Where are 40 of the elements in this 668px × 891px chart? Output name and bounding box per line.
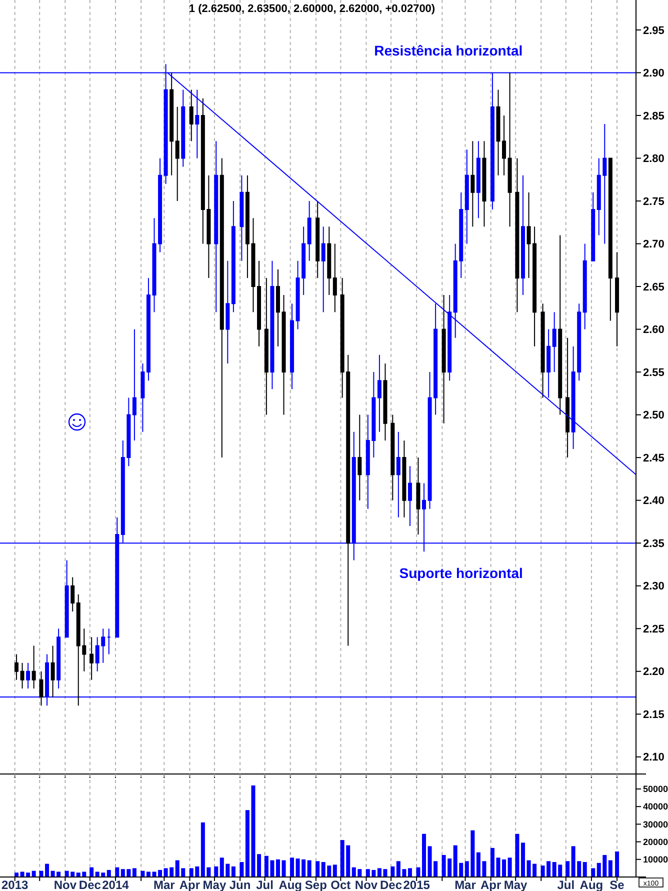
x-tick-label: Nov (354, 878, 378, 891)
y-tick-label: 2.70 (643, 238, 664, 251)
y-tick-label: 40000 (643, 802, 668, 812)
y-tick-label: 10000 (643, 854, 668, 865)
x-tick-label: Dec (78, 878, 102, 891)
y-tick-label: 2.80 (643, 153, 664, 166)
y-tick-label: 50000 (643, 784, 668, 794)
x-tick-label: Mar (454, 878, 476, 891)
y-tick-label: 2.75 (643, 196, 664, 208)
y-tick-label: 2.85 (643, 110, 664, 122)
x-tick-label: Jul (557, 878, 575, 891)
x-tick-label: 2014 (102, 878, 130, 891)
y-tick-label: 2.60 (643, 324, 664, 336)
x-tick-label: Oct (330, 878, 351, 891)
x-tick-label: Jun (229, 878, 251, 891)
x-tick-label: Dec (380, 878, 402, 891)
ref-line-label: Resistência horizontal (374, 42, 523, 59)
y-tick-label: 2.35 (643, 538, 664, 550)
x-tick-label: Jul (256, 878, 274, 891)
x-tick-label: 2015 (403, 878, 430, 891)
y-tick-label: 2.30 (643, 580, 664, 593)
y-tick-label: 2.40 (643, 495, 664, 508)
x-tick-label: 2013 (1, 878, 29, 891)
chart-title: 1 (2.62500, 2.63500, 2.60000, 2.62000, +0.02700) (188, 3, 436, 15)
x-tick-label: Se (610, 878, 625, 891)
y-tick-label: 2.15 (643, 708, 664, 721)
y-tick-label: 2.50 (643, 410, 664, 422)
y-tick-label: 2.25 (643, 623, 664, 636)
y-tick-label: 2.55 (643, 366, 664, 379)
x-tick-label: Nov (54, 878, 77, 891)
y-tick-label: 2.20 (643, 666, 664, 678)
y-tick-label: 20000 (643, 836, 668, 847)
y-tick-label: 2.90 (643, 68, 664, 80)
y-tick-label: 2.95 (643, 24, 664, 37)
y-tick-label: 2.65 (643, 281, 664, 294)
y-tick-label: 2.45 (643, 452, 664, 464)
y-tick-label: 2.10 (643, 752, 664, 764)
ref-line-label: Suporte horizontal (399, 565, 523, 582)
y-tick-label: 30000 (643, 819, 668, 830)
x-tick-label: Mar (153, 878, 176, 891)
